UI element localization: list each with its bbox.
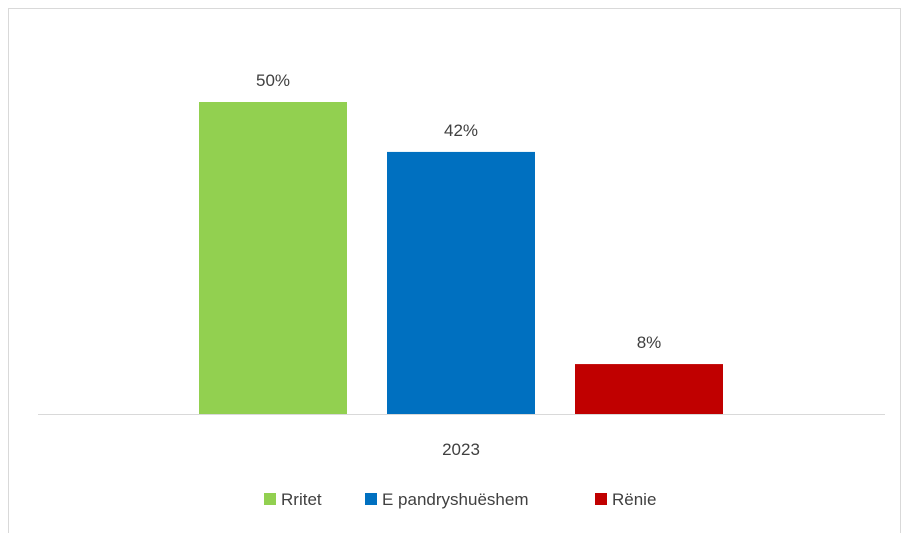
x-tick-label-2023: 2023: [442, 440, 480, 459]
legend-label-e-pandryshuëshem: E pandryshuëshem: [382, 490, 528, 509]
legend-swatch-rritet: [264, 493, 276, 505]
legend-swatch-e-pandryshuëshem: [365, 493, 377, 505]
bar-rritet: [199, 102, 347, 414]
legend: Rritet E pandryshuëshem Rënie: [264, 490, 656, 509]
legend-label-rritet: Rritet: [281, 490, 322, 509]
data-labels-group: 50% 42% 8%: [256, 71, 661, 352]
legend-label-rënie: Rënie: [612, 490, 656, 509]
bar-e-pandryshuëshem: [387, 151, 535, 415]
data-label-e-pandryshuëshem: 42%: [444, 121, 478, 140]
bar-rënie: [575, 364, 723, 414]
data-label-rritet: 50%: [256, 71, 290, 90]
bars-group: [199, 102, 723, 415]
data-label-rënie: 8%: [637, 333, 662, 352]
legend-swatch-rënie: [595, 493, 607, 505]
